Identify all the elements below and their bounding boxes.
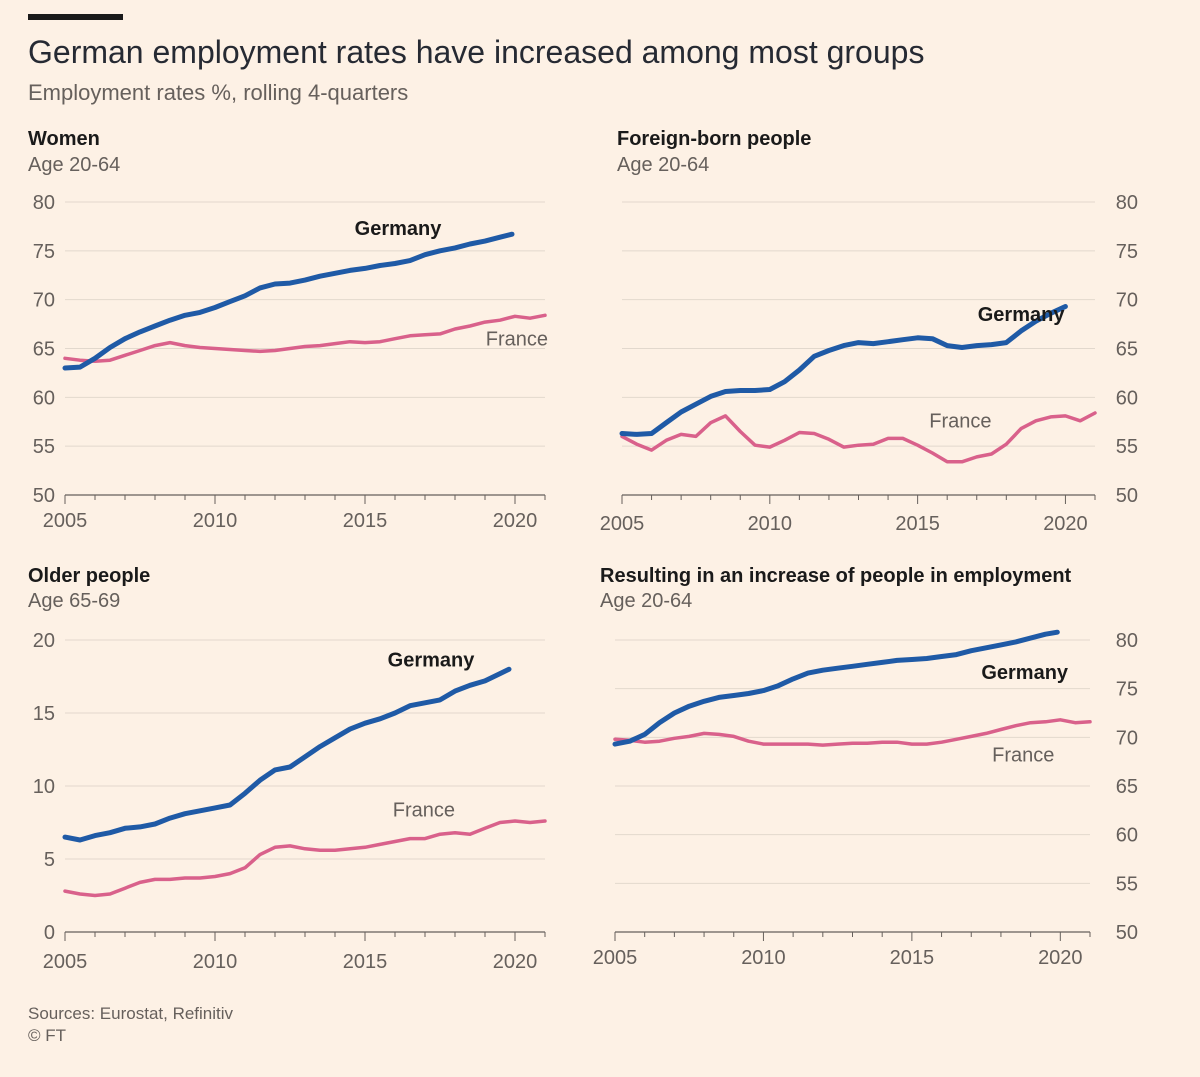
- panel-subtitle: Age 20-64: [28, 154, 120, 176]
- ft-top-bar: [28, 14, 123, 20]
- y-tick-label: 70: [1116, 290, 1138, 312]
- y-tick-label: 70: [33, 290, 55, 312]
- x-tick-label: 2005: [593, 947, 638, 969]
- series-label-france: France: [929, 411, 991, 433]
- copyright-text: © FT: [28, 1026, 67, 1045]
- sources-text: Sources: Eurostat, Refinitiv: [28, 1004, 234, 1023]
- y-tick-label: 55: [1116, 873, 1138, 895]
- series-line-germany: [62, 666, 512, 843]
- series-label-germany: Germany: [981, 662, 1069, 684]
- panel-subtitle: Age 20-64: [617, 154, 709, 176]
- panel-title: Women: [28, 128, 100, 150]
- series-line-germany: [612, 629, 1060, 747]
- chart-panel-1: Women Age 20-64 50 55 60 65 70 75 80 2005 2010 2015…: [28, 128, 548, 532]
- series-line-france: [63, 819, 547, 898]
- x-tick-label: 2010: [193, 951, 238, 973]
- series-label-france: France: [393, 800, 455, 822]
- y-tick-label: 60: [33, 387, 55, 409]
- x-tick-label: 2010: [193, 510, 238, 532]
- y-tick-label: 75: [33, 241, 55, 263]
- x-tick-label: 2020: [1038, 947, 1083, 969]
- y-tick-label: 15: [33, 703, 55, 725]
- page-subtitle: Employment rates %, rolling 4-quarters: [28, 80, 409, 105]
- page-title: German employment rates have increased a…: [28, 34, 925, 70]
- x-tick-label: 2015: [890, 947, 935, 969]
- panel-subtitle: Age 20-64: [600, 590, 692, 612]
- series-label-germany: Germany: [978, 304, 1066, 326]
- panel-title: Older people: [28, 565, 150, 587]
- x-tick-label: 2005: [43, 510, 88, 532]
- series-line-france: [620, 411, 1097, 464]
- series-label-france: France: [992, 745, 1054, 767]
- y-tick-label: 50: [33, 485, 55, 507]
- y-tick-label: 20: [33, 630, 55, 652]
- y-tick-label: 60: [1116, 825, 1138, 847]
- y-tick-label: 10: [33, 776, 55, 798]
- y-tick-label: 75: [1116, 679, 1138, 701]
- series-label-france: France: [486, 329, 548, 351]
- x-tick-label: 2010: [741, 947, 786, 969]
- x-tick-label: 2015: [343, 510, 388, 532]
- chart-panel-3: Older people Age 65-69 0 5 10 15 20 2005 2010 201…: [28, 565, 547, 973]
- series-label-germany: Germany: [355, 218, 443, 240]
- y-tick-label: 55: [1116, 436, 1138, 458]
- chart-panel-2: Foreign-born people Age 20-64 50 55 60 65 70 75…: [600, 128, 1138, 535]
- y-tick-label: 0: [44, 922, 55, 944]
- y-tick-label: 50: [1116, 485, 1138, 507]
- y-tick-label: 5: [44, 849, 55, 871]
- y-tick-label: 80: [33, 192, 55, 214]
- x-tick-label: 2015: [343, 951, 388, 973]
- y-tick-label: 50: [1116, 922, 1138, 944]
- x-tick-label: 2020: [493, 510, 538, 532]
- series-line-france: [613, 718, 1092, 747]
- y-tick-label: 55: [33, 436, 55, 458]
- series-label-germany: Germany: [388, 649, 476, 671]
- source-note: Sources: Eurostat, Refinitiv © FT: [28, 1003, 233, 1047]
- y-tick-label: 80: [1116, 630, 1138, 652]
- panel-title: Foreign-born people: [617, 128, 811, 150]
- y-tick-label: 65: [1116, 339, 1138, 361]
- y-tick-label: 80: [1116, 192, 1138, 214]
- y-tick-label: 65: [1116, 776, 1138, 798]
- y-tick-label: 65: [33, 339, 55, 361]
- series-line-germany: [619, 304, 1068, 437]
- x-tick-label: 2020: [493, 951, 538, 973]
- x-tick-label: 2010: [748, 513, 793, 535]
- chart-panel-4: Resulting in an increase of people in em…: [593, 565, 1138, 969]
- panel-subtitle: Age 65-69: [28, 590, 120, 612]
- series-line-germany: [62, 231, 515, 371]
- panel-title: Resulting in an increase of people in em…: [600, 565, 1072, 587]
- y-tick-label: 75: [1116, 241, 1138, 263]
- y-tick-label: 70: [1116, 727, 1138, 749]
- x-tick-label: 2005: [600, 513, 645, 535]
- x-tick-label: 2015: [895, 513, 940, 535]
- x-tick-label: 2005: [43, 951, 88, 973]
- x-tick-label: 2020: [1043, 513, 1088, 535]
- series-line-france: [63, 313, 547, 363]
- y-tick-label: 60: [1116, 387, 1138, 409]
